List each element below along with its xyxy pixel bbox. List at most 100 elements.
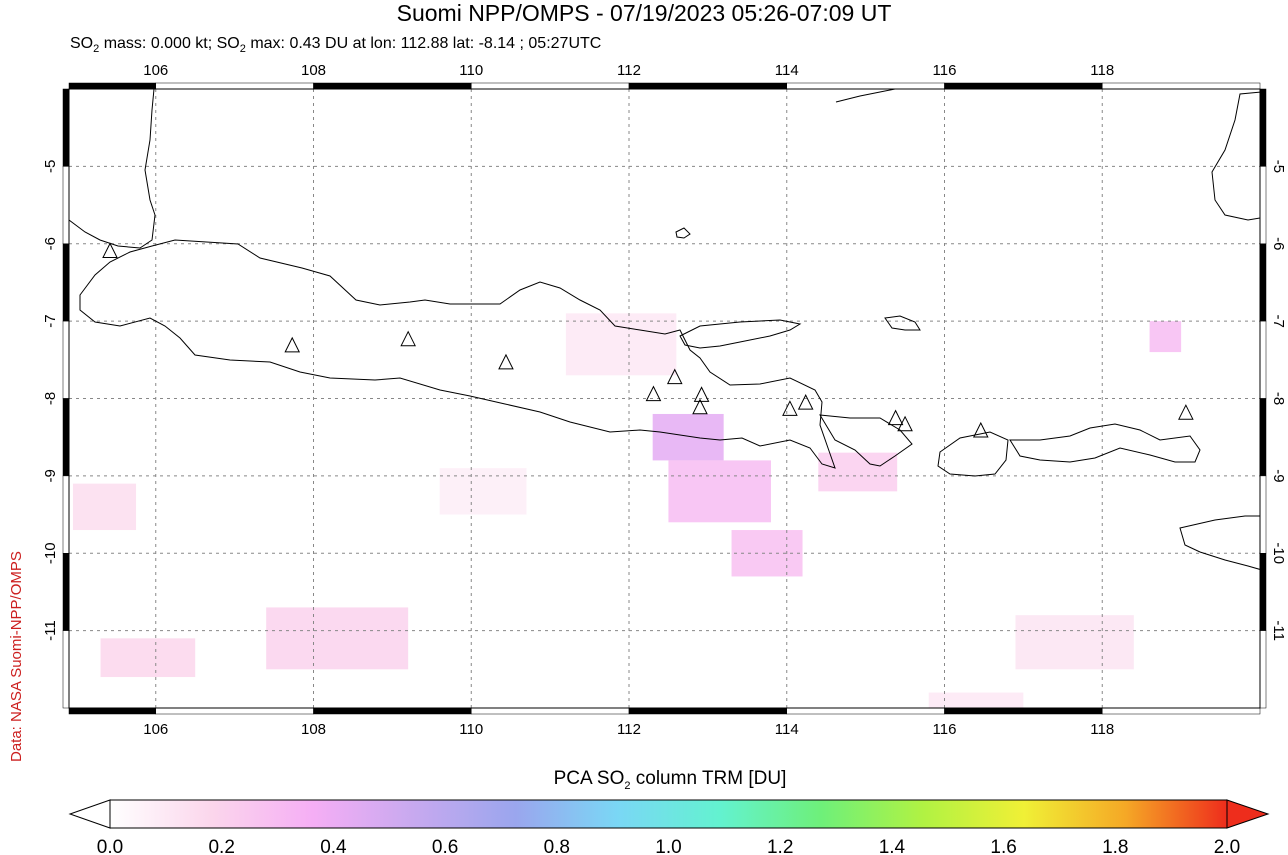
lat-tick-label-left: -6 <box>42 237 59 250</box>
colorbar-tick-label: 2.0 <box>1214 837 1240 855</box>
frame-bar-right <box>1259 630 1267 709</box>
colorbar-tick-label: 0.0 <box>97 837 123 855</box>
sumba-coastline <box>1179 515 1260 570</box>
frame-bar-top <box>155 82 314 90</box>
frame-bar-left <box>62 320 70 399</box>
colorbar-tick-label: 0.8 <box>544 837 570 855</box>
frame-bar-bottom <box>68 707 157 715</box>
map-frame <box>62 82 1267 715</box>
lon-tick-label-bottom: 118 <box>1090 721 1114 738</box>
sumbawa-coastline <box>1009 423 1201 463</box>
colorbar-label: PCA SO2 column TRM [DU] <box>0 768 1288 792</box>
lat-tick-label-right: -10 <box>1270 542 1287 564</box>
so2-cell <box>818 452 898 492</box>
lon-tick-label-bottom: 116 <box>933 721 957 738</box>
frame-bar-bottom <box>944 707 1103 715</box>
sulawesi-coastline <box>1211 91 1260 221</box>
lat-tick-label-right: -9 <box>1270 469 1287 482</box>
axis-tick-labels: 106 106 108 108 110 110 112 112 114 114 116 116 118 1… <box>42 62 1287 738</box>
borneo-coastline <box>835 89 896 103</box>
lon-tick-label-top: 118 <box>1090 62 1114 79</box>
frame-bar-bottom <box>786 707 945 715</box>
triangle-icon <box>782 400 798 416</box>
so2-cell <box>565 313 677 376</box>
frame-bar-top <box>944 82 1103 90</box>
colorbar-tick-label: 1.8 <box>1102 837 1128 855</box>
so2-cell <box>668 460 771 523</box>
kangean-coastline <box>884 315 921 331</box>
colorbar-tick-label: 1.6 <box>990 837 1016 855</box>
lon-tick-label-bottom: 110 <box>459 721 483 738</box>
frame-bar-left <box>62 398 70 477</box>
cbar-label-part: 2 <box>624 779 631 792</box>
colorbar-tick-label: 1.0 <box>655 837 681 855</box>
frame-bar-left <box>62 88 70 167</box>
java-coastline <box>79 239 836 469</box>
subtitle-part: 2 <box>93 43 100 56</box>
frame-bar-bottom <box>628 707 788 715</box>
frame-bar-top <box>313 82 472 90</box>
frame-bar-top <box>786 82 945 90</box>
lon-tick-label-top: 106 <box>143 62 168 79</box>
subtitle-part: mass: 0.000 kt; SO <box>99 35 240 52</box>
triangle-icon <box>972 421 989 438</box>
triangle-icon <box>400 330 416 347</box>
lat-tick-label-right: -7 <box>1270 314 1287 327</box>
lon-tick-label-top: 114 <box>775 62 799 79</box>
so2-cell <box>928 692 1024 708</box>
triangle-icon <box>102 242 118 258</box>
frame-bar-right <box>1259 320 1267 399</box>
map-title: Suomi NPP/OMPS - 07/19/2023 05:26-07:09 … <box>396 0 892 26</box>
frame-bar-bottom <box>1102 707 1261 715</box>
lon-tick-label-bottom: 108 <box>301 721 326 738</box>
lat-tick-label-left: -11 <box>42 620 59 641</box>
triangle-icon <box>645 385 662 402</box>
colorbar-max-arrow <box>1226 799 1270 829</box>
frame-bar-right <box>1259 553 1267 631</box>
frame-bar-left <box>62 553 70 631</box>
frame-bar-top <box>628 82 788 90</box>
frame-bar-bottom <box>155 707 314 715</box>
so2-cell <box>439 468 527 515</box>
so2-cell <box>1015 615 1134 670</box>
triangle-icon <box>897 415 913 432</box>
colorbar-tick-label: 0.2 <box>208 837 234 855</box>
subtitle-part: max: 0.43 DU at lon: 112.88 lat: -8.14 ;… <box>245 35 602 52</box>
madura-coastline <box>679 319 802 349</box>
bawean-coastline <box>675 227 691 239</box>
so2-cell <box>652 413 724 461</box>
triangle-icon <box>284 336 301 353</box>
lon-tick-label-bottom: 114 <box>775 721 799 738</box>
lon-tick-label-top: 112 <box>617 62 641 79</box>
lon-tick-label-top: 108 <box>301 62 326 79</box>
lat-tick-label-right: -11 <box>1270 620 1287 641</box>
so2-cell <box>1149 321 1182 353</box>
so2-cell <box>266 607 409 670</box>
frame-bar-bottom <box>471 707 630 715</box>
volcano-markers <box>102 242 1194 438</box>
frame-bar-top <box>68 82 157 90</box>
frame-bar-right <box>1259 398 1267 477</box>
frame-bar-top <box>471 82 630 90</box>
colorbar-tick-label: 0.4 <box>320 837 347 855</box>
sumatra-coastline <box>69 89 156 249</box>
triangle-icon <box>666 368 683 385</box>
map-subtitle: SO2 mass: 0.000 kt; SO2 max: 0.43 DU at … <box>70 34 601 59</box>
frame-bar-bottom <box>313 707 472 715</box>
frame-bar-top <box>1102 82 1261 90</box>
triangle-icon <box>1178 404 1194 420</box>
frame-bar-left <box>62 475 70 554</box>
lat-tick-label-right: -6 <box>1270 237 1287 250</box>
so2-cell <box>72 483 137 531</box>
lon-tick-label-bottom: 106 <box>143 721 168 738</box>
frame-bar-right <box>1259 243 1267 322</box>
frame-bar-right <box>1259 475 1267 554</box>
frame-bar-right <box>1259 166 1267 244</box>
lon-tick-label-top: 110 <box>459 62 483 79</box>
lon-tick-label-bottom: 112 <box>617 721 641 738</box>
lat-tick-label-left: -10 <box>42 542 59 564</box>
lat-tick-label-right: -8 <box>1270 392 1287 405</box>
frame-bar-left <box>62 630 70 709</box>
lon-tick-label-top: 116 <box>933 62 957 79</box>
triangle-icon <box>498 353 514 370</box>
